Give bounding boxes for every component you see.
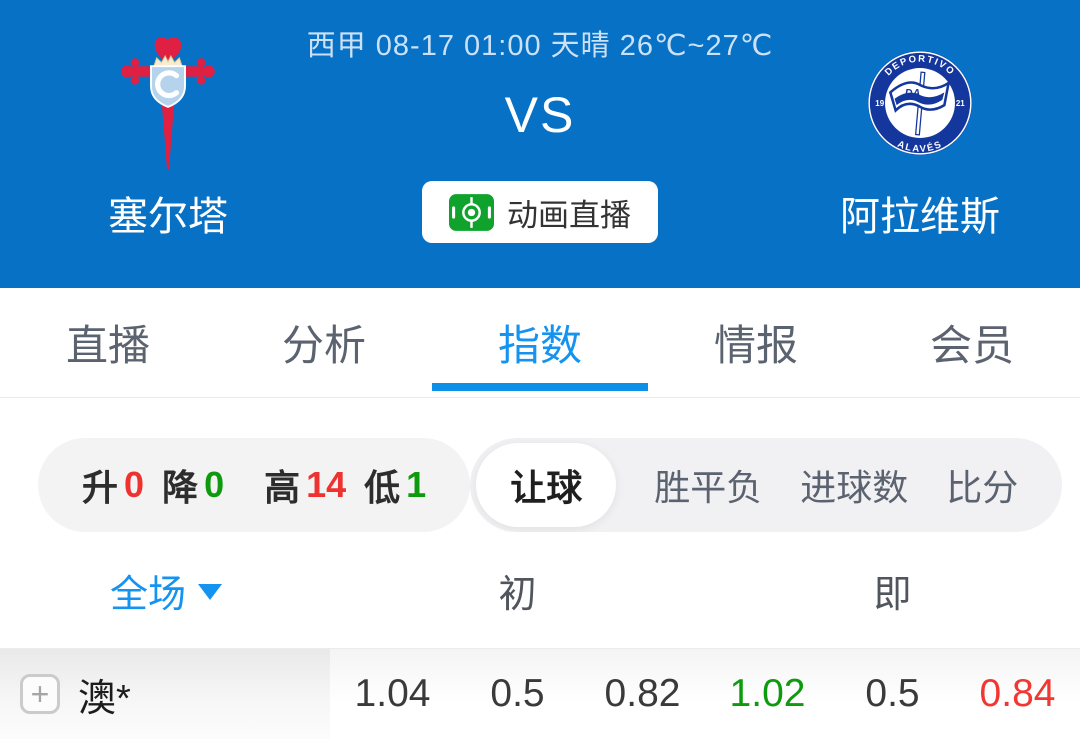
odds-table-row: + 澳* 1.04 0.5 0.82 1.02 0.5 0.84 xyxy=(0,648,1080,739)
crest-text-bottom: ALAVÉS xyxy=(896,139,943,155)
crest-year-left: 19 xyxy=(875,99,884,108)
crest-year-right: 21 xyxy=(956,99,965,108)
high-label: 高 xyxy=(264,467,301,508)
low-label: 低 xyxy=(364,467,401,508)
high-count: 14 xyxy=(306,464,347,505)
odds-values: 1.04 0.5 0.82 1.02 0.5 0.84 xyxy=(330,649,1080,739)
nav-tabbar: 直播 分析 指数 情报 会员 xyxy=(0,288,1080,398)
animated-live-button[interactable]: 动画直播 xyxy=(422,181,658,243)
pitch-icon xyxy=(449,193,494,231)
away-team-name: 阿拉维斯 xyxy=(840,195,1000,239)
animated-live-label: 动画直播 xyxy=(507,197,631,233)
market-type-switcher: 让球 胜平负 进球数 比分 xyxy=(470,438,1063,532)
column-head-live: 即 xyxy=(873,573,912,616)
bookmaker-name: 澳* xyxy=(78,677,131,720)
market-tab-handicap[interactable]: 让球 xyxy=(476,443,617,527)
down-count: 0 xyxy=(204,464,225,505)
alaves-crest-icon: DEPORTIVO ALAVÉS 19 21 DA xyxy=(868,51,972,155)
svg-text:ALAVÉS: ALAVÉS xyxy=(896,139,945,155)
odds-initial-home: 1.04 xyxy=(354,672,431,715)
down-label: 降 xyxy=(162,467,199,508)
expand-row-button[interactable]: + xyxy=(20,674,60,714)
match-header: 西甲 08-17 01:00 天晴 26℃~27℃ VS 塞尔塔 xyxy=(0,0,1080,288)
odds-summary-section: 升 0 降 0 高 14 低 1 让球 胜平负 进球数 比分 xyxy=(0,398,1080,532)
odds-initial-handicap: 0.5 xyxy=(490,672,545,715)
vs-label: VS xyxy=(504,87,576,143)
tab-live[interactable]: 直播 xyxy=(65,322,150,369)
tab-intel[interactable]: 情报 xyxy=(713,322,798,369)
scope-dropdown[interactable]: 全场 xyxy=(110,532,223,648)
odds-live-home: 1.02 xyxy=(729,672,806,715)
match-meta: 西甲 08-17 01:00 天晴 26℃~27℃ xyxy=(306,30,774,62)
caret-down-icon xyxy=(198,584,223,600)
odds-live-handicap: 0.5 xyxy=(865,672,920,715)
up-count: 0 xyxy=(124,464,145,505)
home-team: 塞尔塔 xyxy=(18,0,318,288)
home-team-name: 塞尔塔 xyxy=(108,195,228,239)
odds-initial-away: 0.82 xyxy=(604,672,681,715)
market-tab-score[interactable]: 比分 xyxy=(946,467,1019,508)
tab-vip[interactable]: 会员 xyxy=(929,322,1014,369)
scope-label: 全场 xyxy=(110,573,187,616)
up-label: 升 xyxy=(82,467,119,508)
odds-movement-summary: 升 0 降 0 高 14 低 1 xyxy=(38,438,471,532)
crest-monogram: DA xyxy=(905,88,920,100)
column-head-initial: 初 xyxy=(498,573,537,616)
celta-crest-icon xyxy=(121,37,215,170)
odds-live-away: 0.84 xyxy=(979,672,1056,715)
away-team: DEPORTIVO ALAVÉS 19 21 DA 阿拉维斯 xyxy=(770,0,1070,288)
low-count: 1 xyxy=(406,464,427,505)
odds-table-header: 全场 初 即 xyxy=(0,532,1080,648)
market-tab-1x2[interactable]: 胜平负 xyxy=(654,467,763,508)
tab-analysis[interactable]: 分析 xyxy=(281,322,366,369)
tab-odds[interactable]: 指数 xyxy=(432,288,648,397)
market-tab-goals[interactable]: 进球数 xyxy=(800,467,909,508)
bookmaker-cell: + 澳* xyxy=(0,649,330,739)
